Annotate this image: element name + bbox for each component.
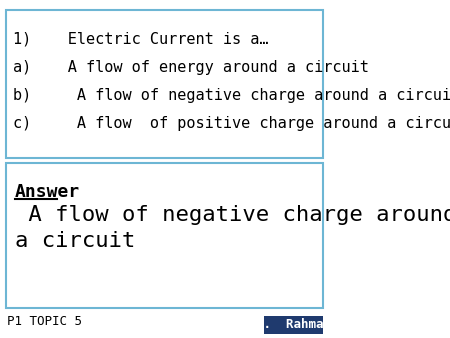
Text: M.  Rahman: M. Rahman (256, 318, 331, 332)
Text: P1 TOPIC 5: P1 TOPIC 5 (7, 315, 82, 328)
Text: c)     A flow  of positive charge around a circuit: c) A flow of positive charge around a ci… (13, 116, 450, 131)
Text: a)    A flow of energy around a circuit: a) A flow of energy around a circuit (13, 60, 369, 75)
Text: Answer: Answer (14, 183, 80, 201)
FancyBboxPatch shape (6, 163, 323, 308)
Text: b)     A flow of negative charge around a circuit: b) A flow of negative charge around a ci… (13, 88, 450, 103)
Text: 1)    Electric Current is a…: 1) Electric Current is a… (13, 32, 269, 47)
Text: A flow of negative charge around
a circuit: A flow of negative charge around a circu… (14, 205, 450, 251)
FancyBboxPatch shape (6, 10, 323, 158)
FancyBboxPatch shape (264, 316, 323, 334)
